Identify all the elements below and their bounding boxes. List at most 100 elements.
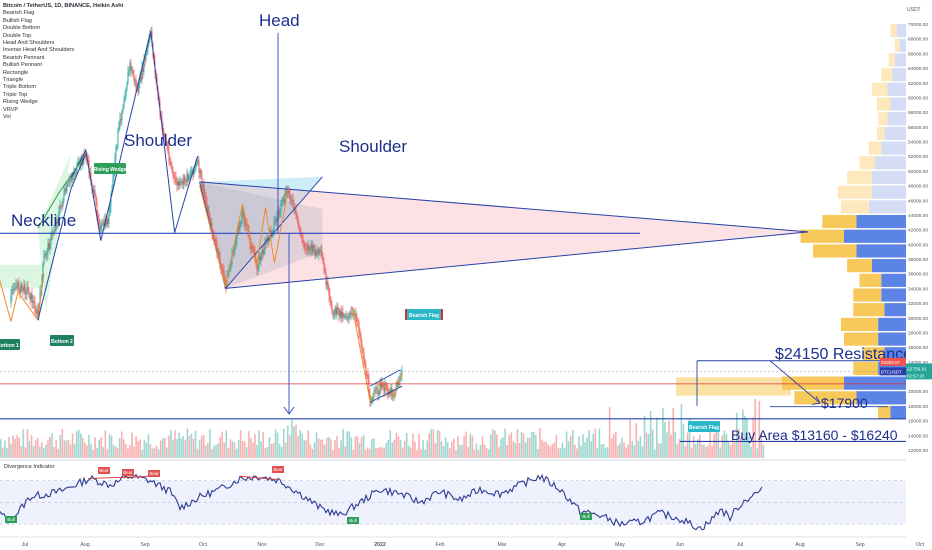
indicator-triple-top[interactable]: Triple Top bbox=[3, 91, 28, 98]
candle-body bbox=[296, 213, 298, 218]
volume-bar bbox=[481, 436, 484, 458]
volume-bar bbox=[217, 443, 219, 458]
vp-row-blue bbox=[890, 405, 906, 420]
volume-bar bbox=[114, 446, 117, 458]
countdown-text: 02:57:20 bbox=[907, 373, 925, 378]
price-tick-label: 14000.00 bbox=[908, 433, 928, 439]
volume-bar bbox=[385, 443, 387, 458]
volume-bar bbox=[621, 437, 623, 458]
volume-bar bbox=[352, 449, 355, 458]
candle-body bbox=[309, 248, 311, 251]
candle-body bbox=[61, 206, 63, 208]
volume-bar bbox=[637, 440, 640, 458]
price-tick-label: 44000.00 bbox=[908, 213, 928, 219]
vp-row-orange bbox=[800, 229, 844, 243]
time-tick-label: Nov bbox=[257, 542, 267, 548]
badge-bearish-flag-2-bg bbox=[688, 421, 720, 432]
volume-bar bbox=[483, 444, 486, 458]
volume-bar bbox=[760, 432, 763, 458]
volume-bar bbox=[762, 445, 765, 458]
volume-bar bbox=[391, 442, 394, 458]
candle-body bbox=[348, 315, 350, 319]
candle-body bbox=[358, 322, 360, 333]
candle-body bbox=[261, 250, 263, 254]
candle-body bbox=[50, 234, 52, 245]
volume-bar bbox=[746, 418, 748, 458]
volume-bar bbox=[658, 443, 660, 458]
candle-body bbox=[223, 270, 225, 277]
indicator-vol[interactable]: Vol bbox=[3, 114, 11, 121]
candle-body bbox=[321, 250, 323, 257]
volume-bar bbox=[459, 444, 461, 458]
volume-bar bbox=[553, 442, 556, 458]
volume-bar bbox=[332, 449, 334, 458]
candle-body bbox=[193, 168, 195, 175]
vp-row-orange bbox=[822, 214, 857, 229]
indicator-bullish-pennant[interactable]: Bullish Pennant bbox=[3, 62, 42, 69]
volume-bar bbox=[344, 446, 346, 458]
symbol-title[interactable]: Bitcoin / TetherUS, 1D, BINANCE, Heikin … bbox=[3, 3, 124, 9]
candle-body bbox=[401, 369, 403, 376]
volume-bar bbox=[647, 433, 650, 458]
indicator-rising-wedge[interactable]: Rising Wedge bbox=[3, 99, 38, 106]
indicator-triple-bottom[interactable]: Triple Bottom bbox=[3, 84, 37, 91]
volume-bar bbox=[38, 446, 41, 458]
target-arrow-head bbox=[811, 396, 821, 405]
candle-body bbox=[12, 289, 14, 291]
vp-row-blue bbox=[856, 244, 906, 258]
volume-bar bbox=[276, 432, 279, 458]
candle-body bbox=[274, 220, 276, 222]
indicator-inverse-head-and-shoulders[interactable]: Inverse Head And Shoulders bbox=[3, 47, 75, 54]
volume-bar bbox=[307, 430, 310, 458]
flag-lower bbox=[370, 385, 403, 403]
volume-bar bbox=[588, 430, 590, 458]
wedge-line-lower bbox=[37, 153, 87, 321]
candle-body bbox=[357, 321, 359, 323]
candle-body bbox=[182, 181, 184, 185]
candle-body bbox=[47, 243, 49, 254]
vp-row-orange bbox=[847, 259, 872, 273]
candle-body bbox=[374, 390, 376, 392]
volume-bar bbox=[135, 436, 137, 458]
indicator-bearish-pennant[interactable]: Bearish Pennant bbox=[3, 54, 45, 61]
vp-row-orange bbox=[844, 332, 879, 346]
volume-bar bbox=[184, 440, 187, 458]
candle-body bbox=[350, 312, 352, 314]
indicator-head-and-shoulders[interactable]: Head And Shoulders bbox=[3, 40, 55, 47]
indicator-double-bottom[interactable]: Double Bottom bbox=[3, 25, 41, 32]
osc-bear-label-4-bg bbox=[272, 466, 284, 473]
volume-bar bbox=[395, 432, 398, 458]
volume-bar bbox=[393, 439, 396, 458]
volume-bar bbox=[485, 447, 488, 458]
candle-body bbox=[361, 342, 363, 351]
volume-bar bbox=[284, 442, 287, 458]
volume-bar bbox=[504, 428, 506, 458]
oscillator-title: Divergence Indicator bbox=[4, 464, 55, 470]
osc-bear-label-1: Bear bbox=[99, 468, 109, 473]
volume-bar bbox=[379, 446, 381, 458]
indicator-vrvp[interactable]: VRVP bbox=[3, 106, 19, 113]
indicator-triangle[interactable]: Triangle bbox=[3, 77, 24, 84]
volume-bar bbox=[446, 442, 449, 458]
candle-body bbox=[332, 311, 334, 316]
volume-bar bbox=[719, 447, 722, 458]
price-tick-label: 70000.00 bbox=[908, 22, 928, 28]
volume-bar bbox=[656, 417, 658, 458]
volume-bar bbox=[432, 429, 435, 458]
indicator-double-top[interactable]: Double Top bbox=[3, 32, 32, 39]
indicator-bearish-flag[interactable]: Bearish Flag bbox=[3, 10, 35, 17]
candles bbox=[10, 26, 403, 408]
volume-bar bbox=[157, 449, 160, 458]
shoulder-right-label: Shoulder bbox=[339, 137, 407, 156]
candle-body bbox=[15, 285, 17, 289]
indicator-legend: Bitcoin / TetherUS, 1D, BINANCE, Heikin … bbox=[3, 3, 123, 122]
indicator-bullish-flag[interactable]: Bullish Flag bbox=[3, 17, 32, 24]
volume-bar bbox=[6, 448, 8, 458]
volume-bar bbox=[155, 445, 158, 458]
indicator-rectangle[interactable]: Rectangle bbox=[3, 69, 29, 76]
candle-body bbox=[53, 230, 55, 234]
candle-body bbox=[209, 219, 211, 226]
volume-bar bbox=[557, 448, 560, 458]
volume-bar bbox=[475, 443, 478, 458]
